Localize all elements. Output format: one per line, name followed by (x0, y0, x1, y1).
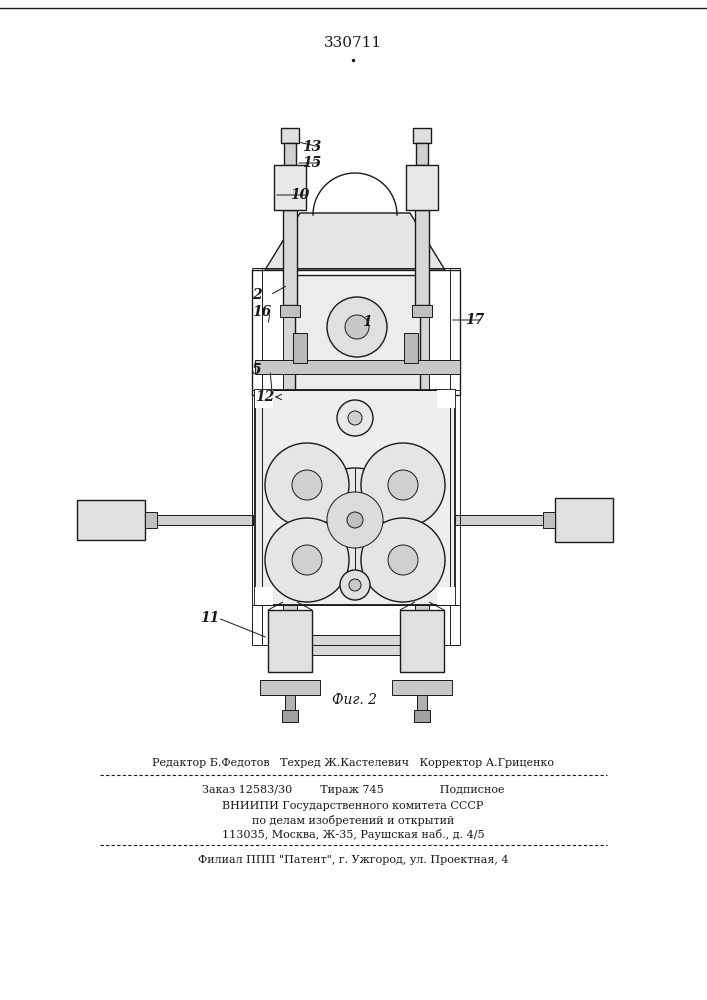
Text: 10: 10 (290, 188, 309, 202)
Bar (255, 390, 273, 408)
Bar (417, 695, 427, 710)
Text: ВНИИПИ Государственного комитета СССР: ВНИИПИ Государственного комитета СССР (222, 801, 484, 811)
Text: Фиг. 2: Фиг. 2 (332, 693, 378, 707)
Bar (406, 165, 438, 210)
Text: 15: 15 (302, 156, 321, 170)
Bar (437, 587, 455, 605)
Circle shape (292, 545, 322, 575)
Bar (283, 605, 297, 640)
Bar (280, 305, 300, 317)
Circle shape (349, 579, 361, 591)
Text: 113035, Москва, Ж-35, Раушская наб., д. 4/5: 113035, Москва, Ж-35, Раушская наб., д. … (222, 828, 484, 840)
Bar (282, 710, 298, 722)
Text: 16: 16 (252, 305, 271, 319)
Text: Филиал ППП "Патент", г. Ужгород, ул. Проектная, 4: Филиал ППП "Патент", г. Ужгород, ул. Про… (198, 855, 508, 865)
Text: 17: 17 (465, 313, 484, 327)
Circle shape (361, 518, 445, 602)
Text: по делам изобретений и открытий: по делам изобретений и открытий (252, 814, 454, 826)
Bar (284, 143, 296, 165)
Circle shape (388, 470, 418, 500)
Bar (283, 270, 297, 395)
Bar (413, 128, 431, 143)
Bar (412, 305, 432, 317)
Bar (414, 710, 430, 722)
Bar (400, 610, 444, 672)
Circle shape (345, 315, 369, 339)
Bar (274, 165, 306, 210)
Bar (255, 587, 273, 605)
Bar (293, 333, 307, 363)
Circle shape (347, 512, 363, 528)
Polygon shape (265, 213, 445, 270)
Circle shape (348, 411, 362, 425)
Bar (455, 515, 555, 525)
Text: 13: 13 (302, 140, 321, 154)
Bar (255, 390, 455, 605)
Text: 12: 12 (255, 390, 274, 404)
Text: 5: 5 (252, 363, 262, 377)
Bar (145, 515, 253, 525)
Bar (295, 275, 420, 390)
Bar (145, 512, 157, 528)
Circle shape (337, 400, 373, 436)
Circle shape (265, 443, 349, 527)
Text: 11: 11 (200, 611, 219, 625)
Bar (415, 605, 429, 640)
Bar (285, 695, 295, 710)
Bar (437, 390, 455, 408)
Bar (415, 210, 429, 305)
Circle shape (327, 492, 383, 548)
Circle shape (361, 443, 445, 527)
Bar (415, 270, 429, 395)
Bar (312, 635, 400, 655)
Bar (283, 210, 297, 305)
Bar (555, 498, 613, 542)
Bar (252, 270, 460, 395)
Bar (260, 680, 320, 695)
Text: Заказ 12583/30        Тираж 745                Подписное: Заказ 12583/30 Тираж 745 Подписное (201, 785, 504, 795)
Bar (416, 143, 428, 165)
Circle shape (327, 297, 387, 357)
Bar (392, 680, 452, 695)
Text: Редактор Б.Федотов   Техред Ж.Кастелевич   Корректор А.Гриценко: Редактор Б.Федотов Техред Ж.Кастелевич К… (152, 758, 554, 768)
Circle shape (340, 570, 370, 600)
Circle shape (292, 470, 322, 500)
Bar (404, 333, 418, 363)
Bar (268, 610, 312, 672)
Text: 2: 2 (252, 288, 262, 302)
Bar (255, 360, 460, 374)
Circle shape (303, 468, 407, 572)
Circle shape (388, 545, 418, 575)
Bar (281, 128, 299, 143)
Circle shape (265, 518, 349, 602)
Text: 1: 1 (362, 315, 372, 329)
Bar (77, 500, 145, 540)
Bar (543, 512, 555, 528)
Text: 330711: 330711 (324, 36, 382, 50)
